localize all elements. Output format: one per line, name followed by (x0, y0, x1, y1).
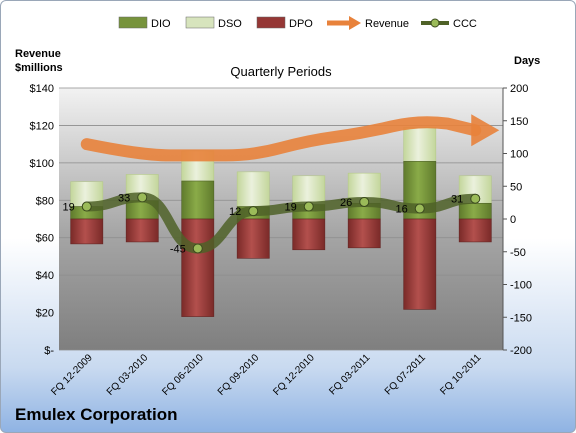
bar-dpo (292, 218, 326, 251)
legend-swatch-dpo (256, 16, 286, 29)
legend-ccc-marker (430, 18, 440, 28)
bar-dpo (236, 218, 270, 259)
legend-label: DSO (218, 18, 242, 30)
legend: DIO DSO DPO Revenue CCC (118, 16, 477, 30)
right-axis: 200 150 100 50 0 -50 -100 -150 -200 (502, 83, 532, 357)
left-axis: $140 $120 $100 $80 $60 $40 $20 $- (30, 83, 55, 357)
legend-label: Revenue (365, 18, 409, 30)
legend-swatch-dso (185, 16, 215, 29)
bar-dpo (70, 218, 104, 245)
x-axis: FQ 12-2009 FQ 03-2010 FQ 06-2010 FQ 09-2010… (49, 352, 483, 398)
x-tick-label: FQ 03-2010 (105, 352, 151, 398)
left-tick-label: $120 (30, 120, 54, 132)
right-tick-label: 50 (510, 181, 522, 193)
x-tick-label: FQ 09-2010 (216, 352, 262, 398)
bar-dpo (403, 218, 437, 310)
left-tick-label: $40 (36, 270, 54, 282)
right-tick-label: 100 (510, 149, 528, 161)
revenue-line (80, 116, 482, 162)
bar-dpo (181, 218, 215, 317)
company-name: Emulex Corporation (15, 405, 178, 424)
right-tick-label: -50 (510, 247, 526, 259)
legend-label: DIO (151, 18, 171, 30)
ccc-point (137, 192, 148, 203)
right-tick-label: -150 (510, 312, 532, 324)
revenue-series (80, 114, 500, 162)
ccc-series: 19 33 -45 12 19 26 16 31 (63, 192, 481, 255)
left-tick-label: $80 (36, 195, 54, 207)
ccc-point (81, 201, 92, 212)
left-tick-label: $100 (30, 158, 54, 170)
right-axis-title: Days (514, 55, 540, 67)
ccc-data-label: 31 (451, 194, 463, 206)
left-tick-label: $60 (36, 233, 54, 245)
ccc-data-label: 16 (396, 204, 408, 216)
right-tick-label: -100 (510, 280, 532, 292)
right-tick-label: 200 (510, 83, 528, 95)
ccc-data-label: -45 (170, 243, 186, 255)
ccc-data-label: 19 (63, 202, 75, 214)
ccc-point (192, 243, 203, 254)
ccc-data-label: 12 (229, 206, 241, 218)
x-tick-label: FQ 10-2011 (438, 352, 483, 397)
legend-label: CCC (453, 18, 477, 30)
x-tick-label: FQ 12-2009 (49, 352, 95, 398)
bar-dio (181, 180, 215, 220)
left-tick-label: $- (44, 345, 54, 357)
ccc-point (248, 206, 259, 217)
x-tick-label: FQ 12-2010 (271, 352, 317, 398)
legend-swatch-dio (118, 16, 148, 29)
left-axis-title-line2: $millions (15, 62, 63, 74)
bar-dso (236, 171, 270, 207)
bar-dpo (458, 218, 492, 243)
right-tick-label: 150 (510, 116, 528, 128)
ccc-point (303, 201, 314, 212)
ccc-line (81, 192, 481, 254)
ccc-data-label: 26 (340, 197, 352, 209)
bar-dpo (125, 218, 159, 243)
x-tick-label: FQ 07-2011 (383, 352, 428, 397)
left-tick-label: $140 (30, 83, 54, 95)
legend-arrow-head (349, 16, 361, 30)
x-tick-label: FQ 06-2010 (160, 352, 206, 398)
left-axis-title-line1: Revenue (15, 48, 61, 60)
revenue-arrowhead (471, 114, 500, 147)
bar-dso (292, 175, 326, 205)
bar-dpo (347, 218, 381, 249)
bars (70, 127, 492, 317)
x-tick-label: FQ 03-2011 (327, 352, 372, 397)
chart-title: Quarterly Periods (230, 64, 332, 79)
ccc-data-label: 33 (118, 192, 130, 204)
ccc-point (470, 193, 481, 204)
right-tick-label: 0 (510, 214, 516, 226)
ccc-data-label: 19 (285, 202, 297, 214)
legend-label: DPO (289, 18, 313, 30)
ccc-point (414, 203, 425, 214)
right-tick-label: -200 (510, 345, 532, 357)
bar-dso (403, 127, 437, 162)
left-tick-label: $20 (36, 308, 54, 320)
ccc-point (359, 196, 370, 207)
bar-dio (458, 202, 492, 220)
